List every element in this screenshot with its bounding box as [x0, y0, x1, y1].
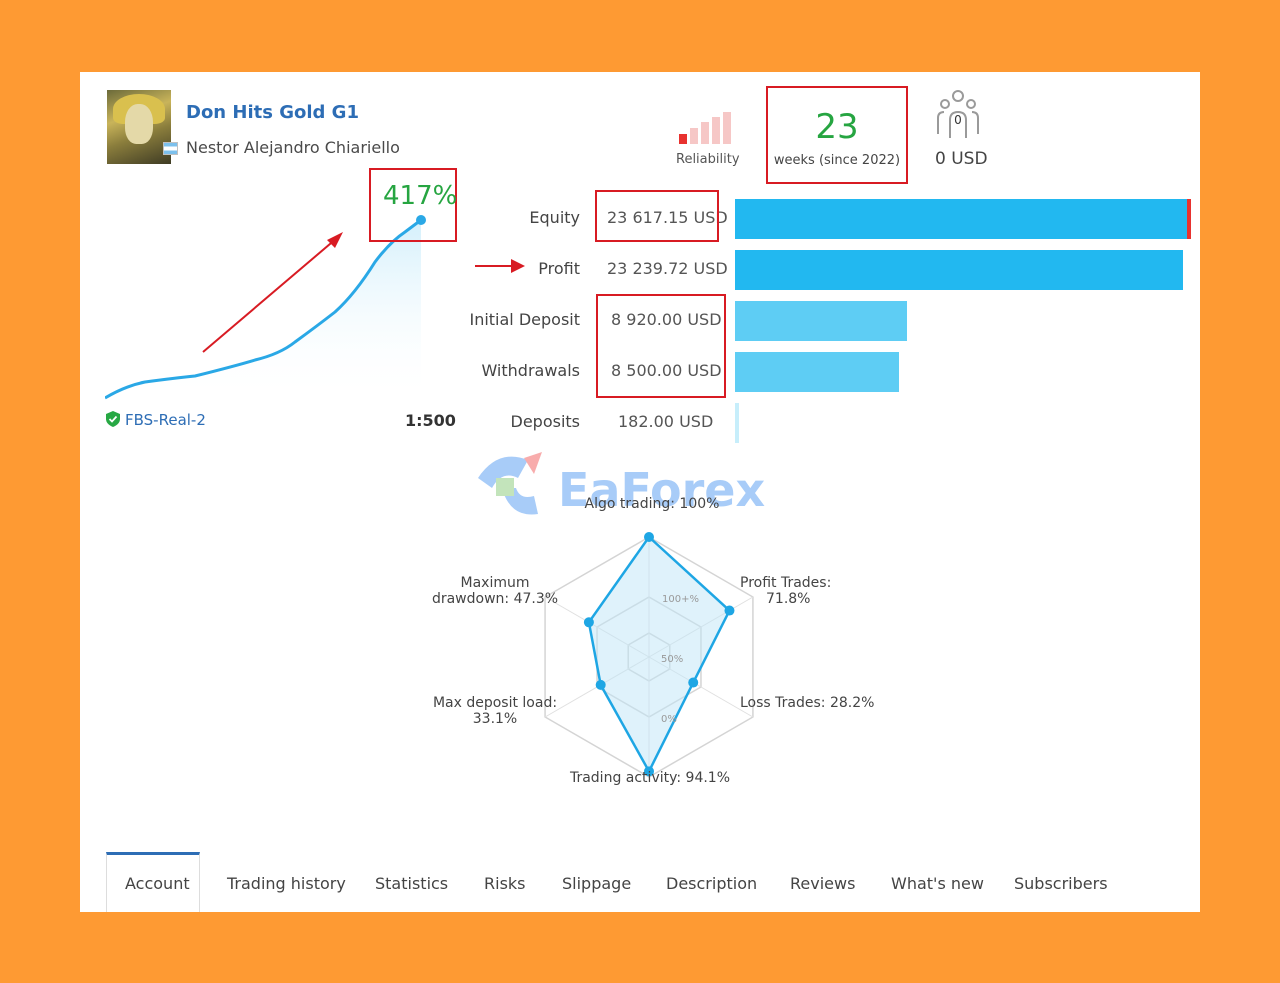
metric-label-withdrawals: Withdrawals — [481, 361, 580, 380]
weeks-highlight-box — [766, 86, 908, 184]
reliability-bars-icon — [679, 112, 731, 144]
radar-label-drawdown-line2: drawdown: 47.3% — [431, 591, 559, 607]
radar-label-algo: Algo trading: 100% — [584, 496, 720, 512]
equity-highlight-box — [595, 190, 719, 242]
tab-description[interactable]: Description — [666, 874, 758, 893]
avatar-face — [125, 104, 153, 144]
growth-line — [105, 218, 422, 400]
radar-label-loss: Loss Trades: 28.2% — [740, 695, 875, 711]
radar-label-deposit-line2: 33.1% — [472, 711, 518, 727]
radar-label-deposit-load: Max deposit load: 33.1% — [425, 695, 565, 727]
tab-trading-history[interactable]: Trading history — [227, 874, 346, 893]
radar-ring-label-50: 50% — [661, 654, 683, 665]
signal-panel: Don Hits Gold G1 Nestor Alejandro Chiari… — [80, 72, 1200, 912]
metric-bar-withdrawals — [735, 352, 899, 392]
metric-bar-initial-deposit — [735, 301, 907, 341]
tab-reviews[interactable]: Reviews — [790, 874, 856, 893]
growth-chart — [105, 215, 426, 402]
radar-point-2[interactable] — [688, 677, 699, 688]
radar-point-0[interactable] — [644, 532, 654, 542]
growth-area — [105, 220, 421, 402]
metric-label-deposits: Deposits — [510, 412, 581, 431]
metric-label-equity: Equity — [529, 208, 580, 227]
reliability-label: Reliability — [676, 152, 740, 167]
radar-point-4[interactable] — [595, 679, 606, 690]
radar-point-3[interactable] — [644, 766, 654, 777]
subscribers-funds: 0 USD — [935, 149, 988, 169]
weeks-value: 23 — [815, 107, 859, 147]
tab-whats-new[interactable]: What's new — [891, 874, 984, 893]
trade-server[interactable]: FBS-Real-2 — [106, 411, 206, 429]
leverage-value: 1:500 — [405, 411, 456, 430]
growth-endpoint[interactable] — [416, 215, 426, 225]
signal-tabs: Account Trading history Statistics Risks… — [106, 852, 1126, 912]
radar-label-drawdown: Maximum drawdown: 47.3% — [425, 575, 565, 607]
annotation-arrow-line — [202, 237, 338, 353]
tab-slippage[interactable]: Slippage — [562, 874, 632, 893]
annotation-arrowhead — [327, 232, 343, 248]
metric-value-initial-deposit: 8 920.00 USD — [611, 310, 722, 329]
radar-label-activity: Trading activity: 94.1% — [569, 770, 731, 786]
eaforex-watermark: EaForex — [478, 452, 765, 517]
profit-pointer-arrow — [475, 259, 525, 273]
metric-bar-deposits — [735, 403, 739, 443]
verified-shield-icon — [106, 411, 120, 427]
radar-label-drawdown-line1: Maximum — [460, 575, 530, 591]
equity-bar-marker — [1187, 199, 1191, 239]
radar-label-profit-line1: Profit Trades: — [740, 575, 832, 591]
subscribers-count: 0 — [954, 113, 962, 127]
radar-ring-label-0: 0% — [661, 714, 677, 725]
radar-point-1[interactable] — [724, 605, 735, 616]
tab-subscribers[interactable]: Subscribers — [1014, 874, 1108, 893]
metric-value-profit: 23 239.72 USD — [607, 259, 728, 278]
tab-risks[interactable]: Risks — [484, 874, 526, 893]
radar-label-profit-line2: 71.8% — [766, 591, 811, 607]
signal-name[interactable]: Don Hits Gold G1 — [186, 102, 359, 123]
metric-label-profit: Profit — [538, 259, 580, 278]
metric-value-equity: 23 617.15 USD — [607, 208, 728, 227]
metric-label-initial-deposit: Initial Deposit — [469, 310, 580, 329]
deposit-withdrawal-highlight-box — [596, 294, 726, 398]
growth-value: 417% — [383, 181, 458, 211]
trading-radar-chart: 100+% 50% 0% — [544, 532, 754, 778]
radar-ring-label-100: 100+% — [662, 594, 699, 605]
radar-point-5[interactable] — [583, 617, 594, 628]
metric-value-withdrawals: 8 500.00 USD — [611, 361, 722, 380]
author-avatar[interactable] — [107, 90, 171, 164]
argentina-flag-icon — [163, 142, 178, 155]
metric-bar-profit — [735, 250, 1183, 290]
tab-account[interactable]: Account — [125, 874, 190, 893]
subscribers-icon[interactable]: 0 — [934, 90, 982, 144]
server-name: FBS-Real-2 — [125, 411, 206, 429]
author-name[interactable]: Nestor Alejandro Chiariello — [186, 138, 400, 157]
metric-bar-equity — [735, 199, 1190, 239]
tab-account-frame — [106, 852, 200, 912]
metric-value-deposits: 182.00 USD — [618, 412, 714, 431]
watermark-text: EaForex — [558, 463, 765, 517]
tab-statistics[interactable]: Statistics — [375, 874, 449, 893]
weeks-label: weeks (since 2022) — [773, 153, 901, 168]
radar-label-profit: Profit Trades: 71.8% — [740, 575, 831, 607]
radar-shape — [583, 532, 735, 777]
growth-highlight-box — [369, 168, 457, 242]
radar-label-deposit-line1: Max deposit load: — [432, 695, 558, 711]
